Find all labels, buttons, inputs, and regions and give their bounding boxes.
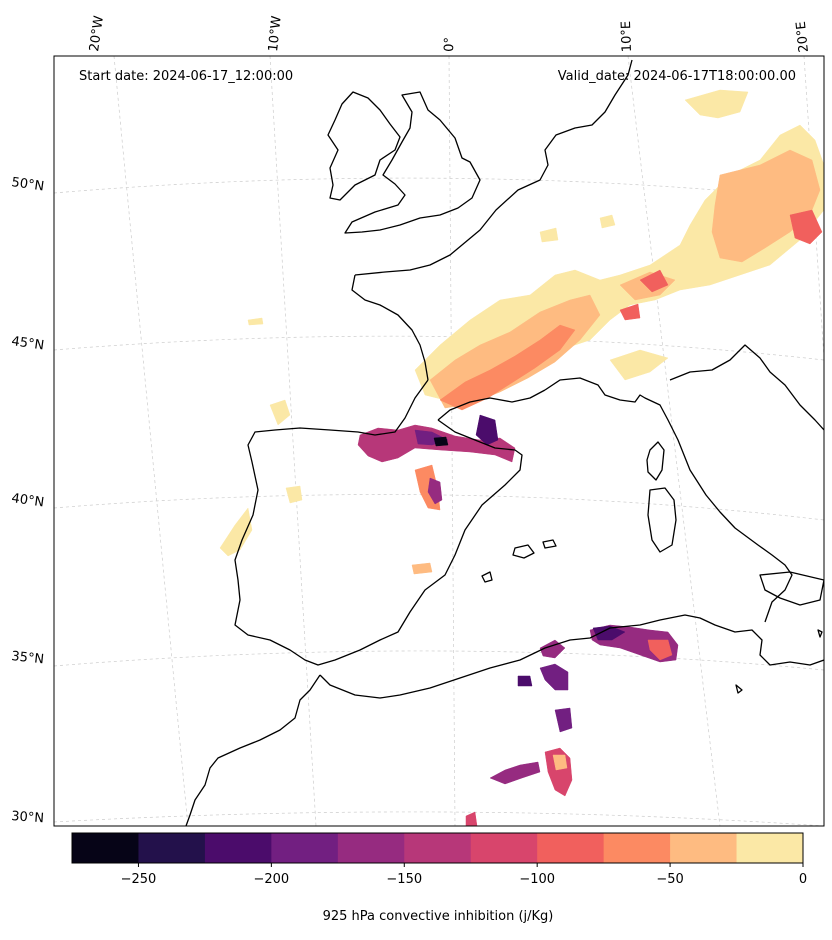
cin-region: [465, 811, 478, 826]
lon-label-20w: 20°W: [87, 15, 107, 53]
colorbar-swatch: [138, 833, 206, 863]
cin-region: [433, 436, 449, 447]
lat-label-50n: 50°N: [10, 175, 45, 194]
gridline-parallel-35n: [54, 650, 824, 671]
cin-contours: [219, 89, 824, 826]
colorbar-tick-label: −100: [519, 872, 555, 887]
cin-region: [789, 209, 823, 245]
colorbar-swatch: [470, 833, 538, 863]
colorbar-swatch: [337, 833, 405, 863]
colorbar-tick-label: 0: [799, 872, 807, 887]
start-date-label: Start date: 2024-06-17_12:00:00: [79, 69, 293, 84]
cin-region: [552, 754, 568, 771]
lon-label-10w: 10°W: [266, 15, 285, 52]
coast-balearic-menorca: [542, 539, 557, 549]
cin-region: [592, 625, 626, 641]
coast-morocco-atlantic: [185, 674, 321, 826]
colorbar-swatch: [404, 833, 472, 863]
cin-region: [427, 477, 443, 505]
cin-region: [475, 414, 499, 446]
lat-label-30n: 30°N: [11, 809, 45, 826]
cin-region: [219, 507, 253, 557]
cin-region: [517, 675, 533, 687]
coast-continent-north: [354, 59, 633, 276]
coast-balearic-mallorca: [512, 544, 535, 559]
colorbar-tick-label: −150: [386, 872, 422, 887]
cin-region: [647, 639, 673, 661]
gridline-meridian-20w: [113, 56, 189, 826]
coast-iberia: [234, 379, 523, 666]
cin-region: [539, 639, 566, 659]
coast-corsica: [646, 441, 665, 481]
lon-label-20e: 20°E: [794, 20, 812, 53]
colorbar-swatch: [736, 833, 804, 863]
colorbar: −250 −200 −150 −100 −50 0: [71, 832, 807, 887]
lon-label-10e: 10°E: [619, 21, 635, 53]
cin-region: [411, 562, 433, 575]
coast-france-atlantic: [351, 274, 429, 381]
cin-region: [269, 399, 291, 426]
cin-region: [639, 269, 669, 293]
gridline-parallel-40n: [54, 494, 824, 521]
coast-ireland: [327, 91, 401, 201]
cin-region: [539, 663, 569, 691]
cin-region: [489, 761, 541, 785]
colorbar-label: 925 hPa convective inhibition (j/Kg): [323, 909, 554, 924]
cin-region: [599, 214, 616, 229]
colorbar-swatch: [603, 833, 671, 863]
coast-sicily: [759, 571, 824, 606]
gridline-parallel-30n: [54, 811, 824, 826]
cin-region: [711, 149, 821, 263]
coast-adriatic: [669, 344, 824, 431]
coast-islet-b: [735, 684, 743, 694]
cin-region: [247, 317, 264, 326]
colorbar-swatch: [204, 833, 272, 863]
coast-france-mediterranean: [437, 389, 546, 421]
cin-region: [619, 303, 641, 321]
cin-region: [684, 89, 749, 119]
cin-region: [609, 349, 669, 381]
coast-balearic-ibiza: [481, 571, 493, 583]
lat-label-45n: 45°N: [10, 334, 45, 353]
colorbar-swatch: [670, 833, 738, 863]
lat-label-35n: 35°N: [11, 649, 45, 667]
gridline-parallel-45n: [54, 335, 824, 361]
coast-sardinia: [647, 487, 677, 553]
colorbar-tick-label: −200: [254, 872, 290, 887]
colorbar-tick-label: −250: [121, 872, 157, 887]
coast-italy: [544, 377, 793, 623]
cin-region: [554, 707, 573, 733]
lat-label-40n: 40°N: [10, 491, 45, 510]
colorbar-tick-label: −50: [656, 872, 683, 887]
map-frame: [53, 55, 825, 827]
colorbar-outline: [71, 832, 804, 864]
cin-region: [285, 485, 303, 504]
colorbar-swatch: [72, 833, 139, 863]
gridline-meridian-10w: [269, 56, 317, 826]
colorbar-swatch: [537, 833, 605, 863]
cin-region: [539, 227, 559, 243]
lon-label-0: 0°: [442, 37, 458, 52]
coastlines: [185, 59, 824, 826]
coast-north-africa: [319, 614, 824, 699]
colorbar-swatch: [271, 833, 339, 863]
coast-great-britain: [344, 91, 481, 234]
coast-islet-a: [817, 629, 823, 638]
valid-date-label: Valid_date: 2024-06-17T18:00:00.00: [558, 69, 796, 84]
